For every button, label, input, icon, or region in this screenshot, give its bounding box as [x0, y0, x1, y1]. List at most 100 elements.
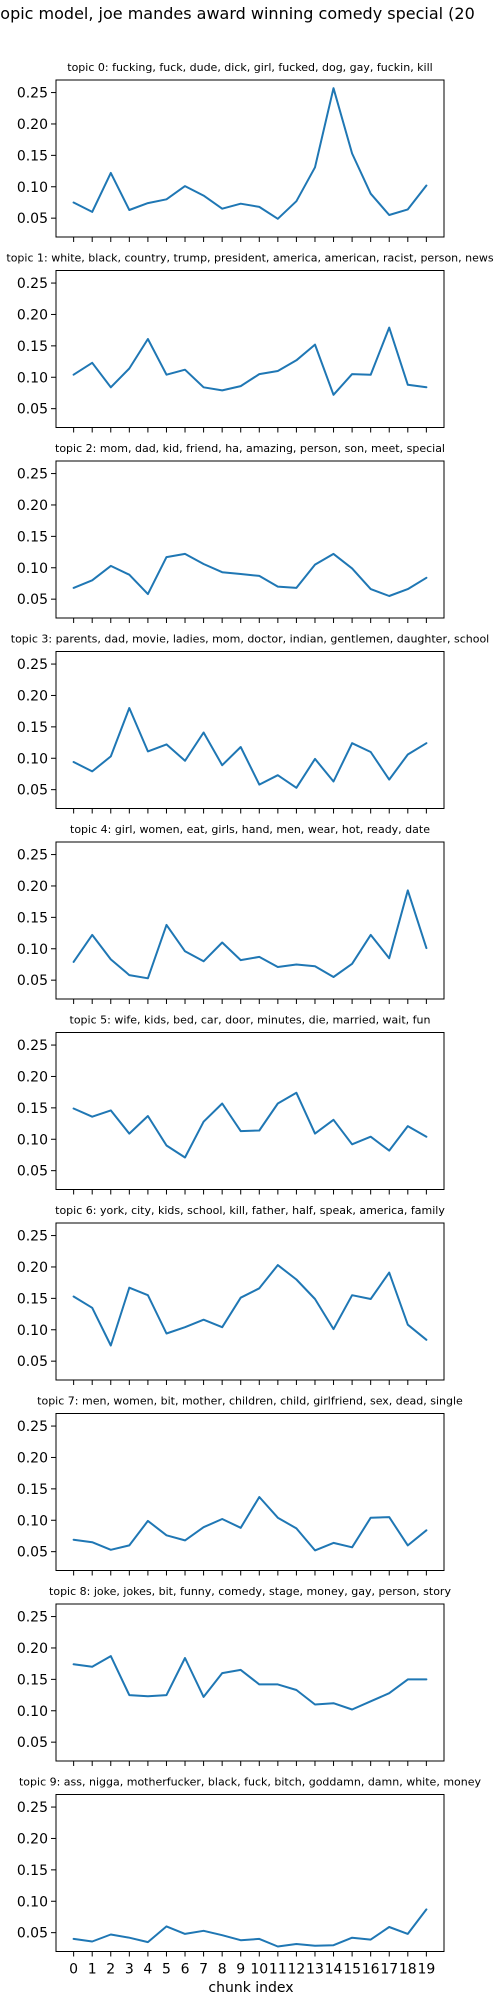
y-tick-label: 0.25: [17, 1229, 48, 1245]
y-tick-label: 0.15: [17, 1101, 48, 1117]
x-tick-label: 2: [106, 1962, 115, 1978]
series-line: [72, 1091, 428, 1159]
y-tick-label: 0.25: [17, 1038, 48, 1054]
y-tick-label: 0.20: [17, 307, 48, 323]
y-tick-label: 0.25: [17, 1610, 48, 1626]
series-line: [72, 1264, 428, 1347]
figure-title: topic model, joe mandes award winning co…: [0, 4, 475, 23]
y-tick-label: 0.25: [17, 276, 48, 292]
y-tick-label: 0.05: [17, 402, 48, 418]
y-tick-label: 0.10: [17, 1704, 48, 1720]
y-tick-label: 0.05: [17, 1926, 48, 1942]
y-tick-label: 0.05: [17, 1164, 48, 1180]
subplot-topic-4: topic 4: girl, women, eat, girls, hand, …: [17, 823, 445, 1004]
plot-frame: [55, 841, 445, 1000]
y-tick-label: 0.10: [17, 942, 48, 958]
plot-frame: [55, 79, 445, 238]
y-tick-label: 0.15: [17, 529, 48, 545]
x-tick-label: 15: [343, 1962, 361, 1978]
x-tick-label: 9: [236, 1962, 245, 1978]
y-tick-label: 0.25: [17, 848, 48, 864]
x-tick-label: 10: [250, 1962, 268, 1978]
x-tick-label: 5: [162, 1962, 171, 1978]
x-axis-label: chunk index: [208, 1980, 293, 1996]
y-tick-label: 0.15: [17, 720, 48, 736]
subplot-title: topic 7: men, women, bit, mother, childr…: [37, 1395, 463, 1408]
y-tick-label: 0.15: [17, 339, 48, 355]
y-tick-label: 0.05: [17, 211, 48, 227]
y-tick-label: 0.10: [17, 1894, 48, 1910]
series-line: [72, 1496, 428, 1552]
y-tick-label: 0.10: [17, 751, 48, 767]
subplot-topic-2: topic 2: mom, dad, kid, friend, ha, amaz…: [17, 442, 445, 623]
subplot-topic-3: topic 3: parents, dad, movie, ladies, mo…: [11, 633, 489, 814]
y-tick-label: 0.15: [17, 1863, 48, 1879]
y-tick-label: 0.20: [17, 1450, 48, 1466]
plot-frame: [55, 1032, 445, 1190]
subplot-topic-9: topic 9: ass, nigga, motherfucker, black…: [17, 1776, 482, 1978]
y-tick-label: 0.15: [17, 910, 48, 926]
plot-frame: [55, 1603, 445, 1762]
y-tick-label: 0.10: [17, 370, 48, 386]
subplot-topic-0: topic 0: fucking, fuck, dude, dick, girl…: [17, 61, 445, 242]
y-tick-label: 0.15: [17, 1291, 48, 1307]
x-tick-label: 12: [287, 1962, 305, 1978]
subplot-title: topic 0: fucking, fuck, dude, dick, girl…: [67, 61, 432, 74]
series-line: [72, 889, 428, 980]
subplot-title: topic 5: wife, kids, bed, car, door, min…: [70, 1014, 431, 1027]
x-tick-label: 3: [125, 1962, 134, 1978]
y-tick-label: 0.20: [17, 117, 48, 133]
x-tick-label: 7: [199, 1962, 208, 1978]
plot-frame: [55, 651, 445, 809]
y-tick-label: 0.20: [17, 1641, 48, 1657]
y-tick-label: 0.10: [17, 1513, 48, 1529]
subplot-title: topic 3: parents, dad, movie, ladies, mo…: [11, 633, 489, 646]
y-tick-label: 0.15: [17, 148, 48, 164]
x-tick-label: 11: [269, 1962, 287, 1978]
y-tick-label: 0.05: [17, 592, 48, 608]
y-tick-label: 0.05: [17, 783, 48, 799]
y-tick-label: 0.05: [17, 1735, 48, 1751]
subplot-topic-8: topic 8: joke, jokes, bit, funny, comedy…: [17, 1585, 451, 1766]
y-tick-label: 0.10: [17, 180, 48, 196]
subplot-title: topic 1: white, black, country, trump, p…: [6, 252, 493, 265]
x-tick-label: 0: [69, 1962, 78, 1978]
y-tick-label: 0.20: [17, 879, 48, 895]
y-tick-label: 0.10: [17, 1132, 48, 1148]
y-tick-label: 0.15: [17, 1672, 48, 1688]
subplot-title: topic 6: york, city, kids, school, kill,…: [55, 1204, 445, 1217]
y-tick-label: 0.20: [17, 1260, 48, 1276]
x-tick-label: 19: [417, 1962, 435, 1978]
series-line: [72, 87, 428, 220]
y-tick-label: 0.10: [17, 1323, 48, 1339]
subplots: topic 0: fucking, fuck, dude, dick, girl…: [6, 61, 493, 1978]
plot-frame: [55, 1222, 445, 1381]
x-tick-label: 14: [325, 1962, 343, 1978]
plot-frame: [55, 270, 445, 428]
x-tick-label: 16: [362, 1962, 380, 1978]
y-tick-label: 0.25: [17, 86, 48, 102]
subplot-topic-6: topic 6: york, city, kids, school, kill,…: [17, 1204, 445, 1385]
y-tick-label: 0.25: [17, 657, 48, 673]
x-tick-label: 1: [88, 1962, 97, 1978]
plot-frame: [55, 460, 445, 619]
y-tick-label: 0.20: [17, 498, 48, 514]
y-tick-label: 0.15: [17, 1482, 48, 1498]
y-tick-label: 0.05: [17, 1545, 48, 1561]
x-tick-label: 17: [380, 1962, 398, 1978]
y-tick-label: 0.20: [17, 1831, 48, 1847]
x-tick-label: 8: [218, 1962, 227, 1978]
series-line: [72, 326, 428, 396]
series-line: [72, 1908, 428, 1948]
plot-frame: [55, 1794, 445, 1952]
y-tick-label: 0.05: [17, 1354, 48, 1370]
y-tick-label: 0.20: [17, 1069, 48, 1085]
subplot-topic-5: topic 5: wife, kids, bed, car, door, min…: [17, 1014, 445, 1195]
y-tick-label: 0.25: [17, 467, 48, 483]
subplot-topic-7: topic 7: men, women, bit, mother, childr…: [17, 1395, 463, 1576]
x-tick-label: 13: [306, 1962, 324, 1978]
y-tick-label: 0.25: [17, 1800, 48, 1816]
x-tick-label: 18: [399, 1962, 417, 1978]
subplot-topic-1: topic 1: white, black, country, trump, p…: [6, 252, 494, 433]
